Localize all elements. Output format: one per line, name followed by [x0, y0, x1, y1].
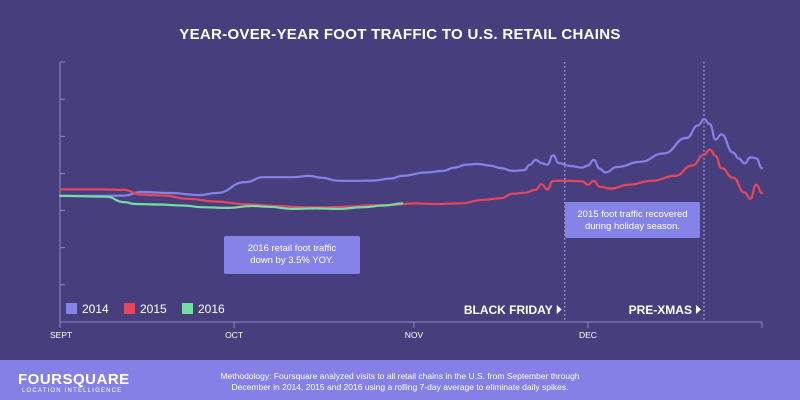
legend-label-2016: 2016: [198, 302, 225, 316]
x-axis-ticks: SEPT OCT NOV DEC: [50, 322, 763, 340]
series-line-2014: [58, 118, 764, 198]
x-tick-label-nov: NOV: [405, 330, 424, 340]
logo-tagline: LOCATION INTELLIGENCE: [22, 388, 123, 394]
annotation-text-0-0: 2016 retail foot traffic: [248, 243, 337, 254]
legend-label-2015: 2015: [140, 302, 167, 316]
x-tick-label-sept: SEPT: [50, 330, 72, 340]
series-line-2016: [58, 194, 404, 210]
annotation-text-0-1: down by 3.5% YOY.: [250, 255, 334, 266]
marker-arrow-1: [695, 305, 701, 314]
chart-axes: [59, 62, 762, 323]
legend-label-2014: 2014: [82, 302, 109, 316]
series-lines: [58, 118, 764, 210]
legend-swatch-2014: [66, 303, 77, 314]
annotation-text-1-0: 2015 foot traffic recovered: [577, 209, 687, 220]
line-chart: BLACK FRIDAY PRE-XMAS 2016 retail foot tr…: [50, 61, 764, 340]
legend-swatch-2015: [124, 303, 135, 314]
annotation-box-1: [565, 202, 700, 238]
event-markers: BLACK FRIDAY PRE-XMAS: [464, 62, 705, 322]
chart-grid: [60, 61, 65, 323]
legend-swatch-2016: [182, 303, 193, 314]
methodology-note: Methodology: Foursquare analyzed visits …: [220, 371, 580, 392]
marker-label-1: PRE-XMAS: [629, 303, 692, 317]
marker-arrow-0: [556, 305, 562, 314]
chart-legend: 2014 2015 2016: [66, 302, 225, 316]
series-line-2015: [58, 148, 764, 209]
chart-title: YEAR-OVER-YEAR FOOT TRAFFIC TO U.S. RETA…: [179, 26, 621, 43]
x-tick-label-dec: DEC: [579, 330, 597, 340]
foursquare-logo: FOURSQUARE: [18, 371, 130, 388]
annotation-box-0: [224, 236, 360, 274]
marker-label-0: BLACK FRIDAY: [464, 303, 553, 317]
x-tick-label-oct: OCT: [225, 330, 243, 340]
footer-bar: FOURSQUARE LOCATION INTELLIGENCE Methodo…: [0, 360, 800, 400]
annotation-text-1-1: during holiday season.: [585, 221, 680, 232]
